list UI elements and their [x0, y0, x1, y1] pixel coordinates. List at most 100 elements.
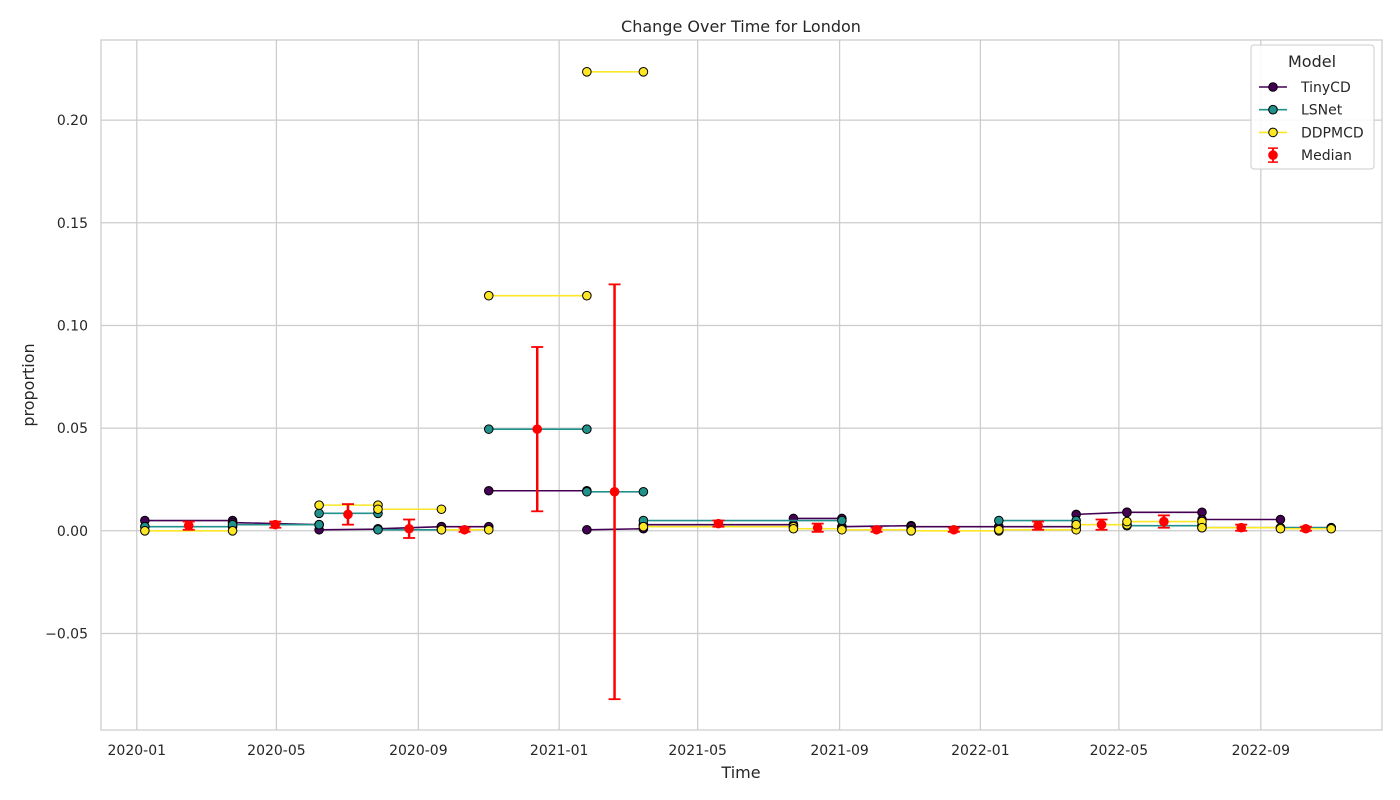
median-marker	[812, 522, 823, 533]
data-point	[314, 519, 324, 530]
median-point	[269, 519, 282, 530]
y-tick-label: 0.10	[57, 318, 88, 334]
x-tick-label: 2022-09	[1232, 743, 1291, 759]
data-point	[373, 504, 383, 515]
legend-items: TinyCD LSNet DDPMCD Median	[1259, 80, 1364, 164]
legend-item: Median	[1268, 147, 1352, 164]
x-tick-label: 2020-05	[247, 743, 306, 759]
median-marker	[871, 524, 882, 535]
series-layer	[140, 67, 1337, 536]
y-tick-label: 0.20	[57, 113, 88, 129]
data-point	[582, 290, 592, 301]
data-point	[1275, 523, 1286, 534]
legend-box	[1250, 44, 1375, 170]
data-point	[582, 424, 592, 434]
series-line-segment	[1076, 511, 1127, 516]
median-point	[1235, 522, 1248, 533]
data-point	[582, 524, 592, 535]
x-tick-label: 2021-09	[810, 743, 869, 759]
legend-title: Model	[1288, 52, 1336, 71]
data-point	[788, 513, 799, 524]
median-marker	[609, 486, 620, 497]
legend: Model TinyCD LSNet DDPMCD Median	[1250, 44, 1375, 170]
median-point	[182, 520, 195, 531]
data-point	[1275, 514, 1286, 525]
x-tick-label: 2021-05	[668, 743, 727, 759]
data-point	[994, 524, 1004, 535]
median-marker	[1301, 523, 1311, 534]
median-point	[458, 524, 471, 535]
x-tick-label: 2020-01	[108, 743, 167, 759]
median-point	[1095, 518, 1108, 531]
data-point	[837, 524, 847, 535]
data-point	[1122, 516, 1132, 527]
data-point	[1071, 519, 1081, 530]
legend-item: DDPMCD	[1259, 125, 1364, 141]
data-point	[837, 515, 847, 526]
data-point	[314, 508, 324, 519]
data-point	[140, 526, 150, 536]
legend-marker	[1268, 104, 1278, 115]
median-marker	[459, 524, 470, 535]
data-point	[638, 486, 649, 497]
data-point	[373, 524, 383, 535]
legend-item: LSNet	[1259, 103, 1343, 119]
median-marker	[183, 520, 194, 531]
data-point	[436, 524, 447, 535]
median-point	[870, 524, 883, 535]
y-tick-label: −0.05	[45, 626, 88, 642]
data-point	[1197, 522, 1207, 533]
median-marker	[270, 519, 281, 530]
legend-marker	[1268, 150, 1278, 160]
y-tick-label: 0.15	[57, 216, 88, 232]
median-marker	[1236, 522, 1247, 533]
data-point	[483, 424, 494, 434]
median-point	[1157, 514, 1170, 529]
tick-labels: 2020-01 2020-05 2020-09 2021-01 2021-05 2021-…	[45, 113, 1290, 759]
y-axis-label: proportion	[19, 343, 38, 426]
median-point	[947, 524, 960, 535]
median-point	[403, 518, 416, 539]
data-point	[582, 486, 592, 497]
median-marker	[1096, 519, 1107, 530]
median-point	[712, 518, 725, 529]
data-point	[906, 526, 916, 536]
legend-label: DDPMCD	[1301, 125, 1364, 141]
data-point	[483, 524, 494, 535]
data-point	[483, 290, 494, 301]
series-line-segment	[319, 528, 378, 531]
data-point	[314, 500, 324, 510]
x-tick-label: 2022-01	[951, 743, 1010, 759]
median-marker	[343, 509, 353, 520]
median-marker	[404, 523, 414, 534]
data-point	[1122, 507, 1132, 518]
median-point	[1299, 523, 1312, 534]
x-tick-label: 2022-05	[1090, 743, 1149, 759]
median-marker	[1159, 516, 1169, 527]
chart-title: Change Over Time for London	[621, 17, 861, 36]
legend-item: TinyCD	[1259, 80, 1351, 96]
legend-marker	[1268, 127, 1278, 138]
median-point	[811, 522, 824, 533]
data-point	[483, 485, 494, 496]
x-axis-label: Time	[720, 763, 760, 782]
legend-label: Median	[1301, 148, 1352, 164]
median-point	[531, 346, 544, 513]
data-point	[638, 67, 649, 77]
x-tick-label: 2021-01	[530, 743, 589, 759]
data-point	[1326, 523, 1337, 534]
x-tick-label: 2020-09	[389, 743, 448, 759]
y-tick-label: 0.05	[57, 421, 88, 437]
median-marker	[532, 424, 543, 434]
median-point	[341, 503, 354, 526]
median-marker	[949, 524, 959, 535]
data-point	[788, 523, 799, 534]
median-point	[1032, 520, 1045, 531]
median-marker	[1033, 520, 1043, 531]
legend-marker	[1268, 82, 1278, 92]
legend-label: TinyCD	[1300, 80, 1351, 96]
plot-area	[100, 39, 1383, 731]
data-point	[582, 67, 592, 77]
y-tick-label: 0.00	[57, 524, 88, 540]
